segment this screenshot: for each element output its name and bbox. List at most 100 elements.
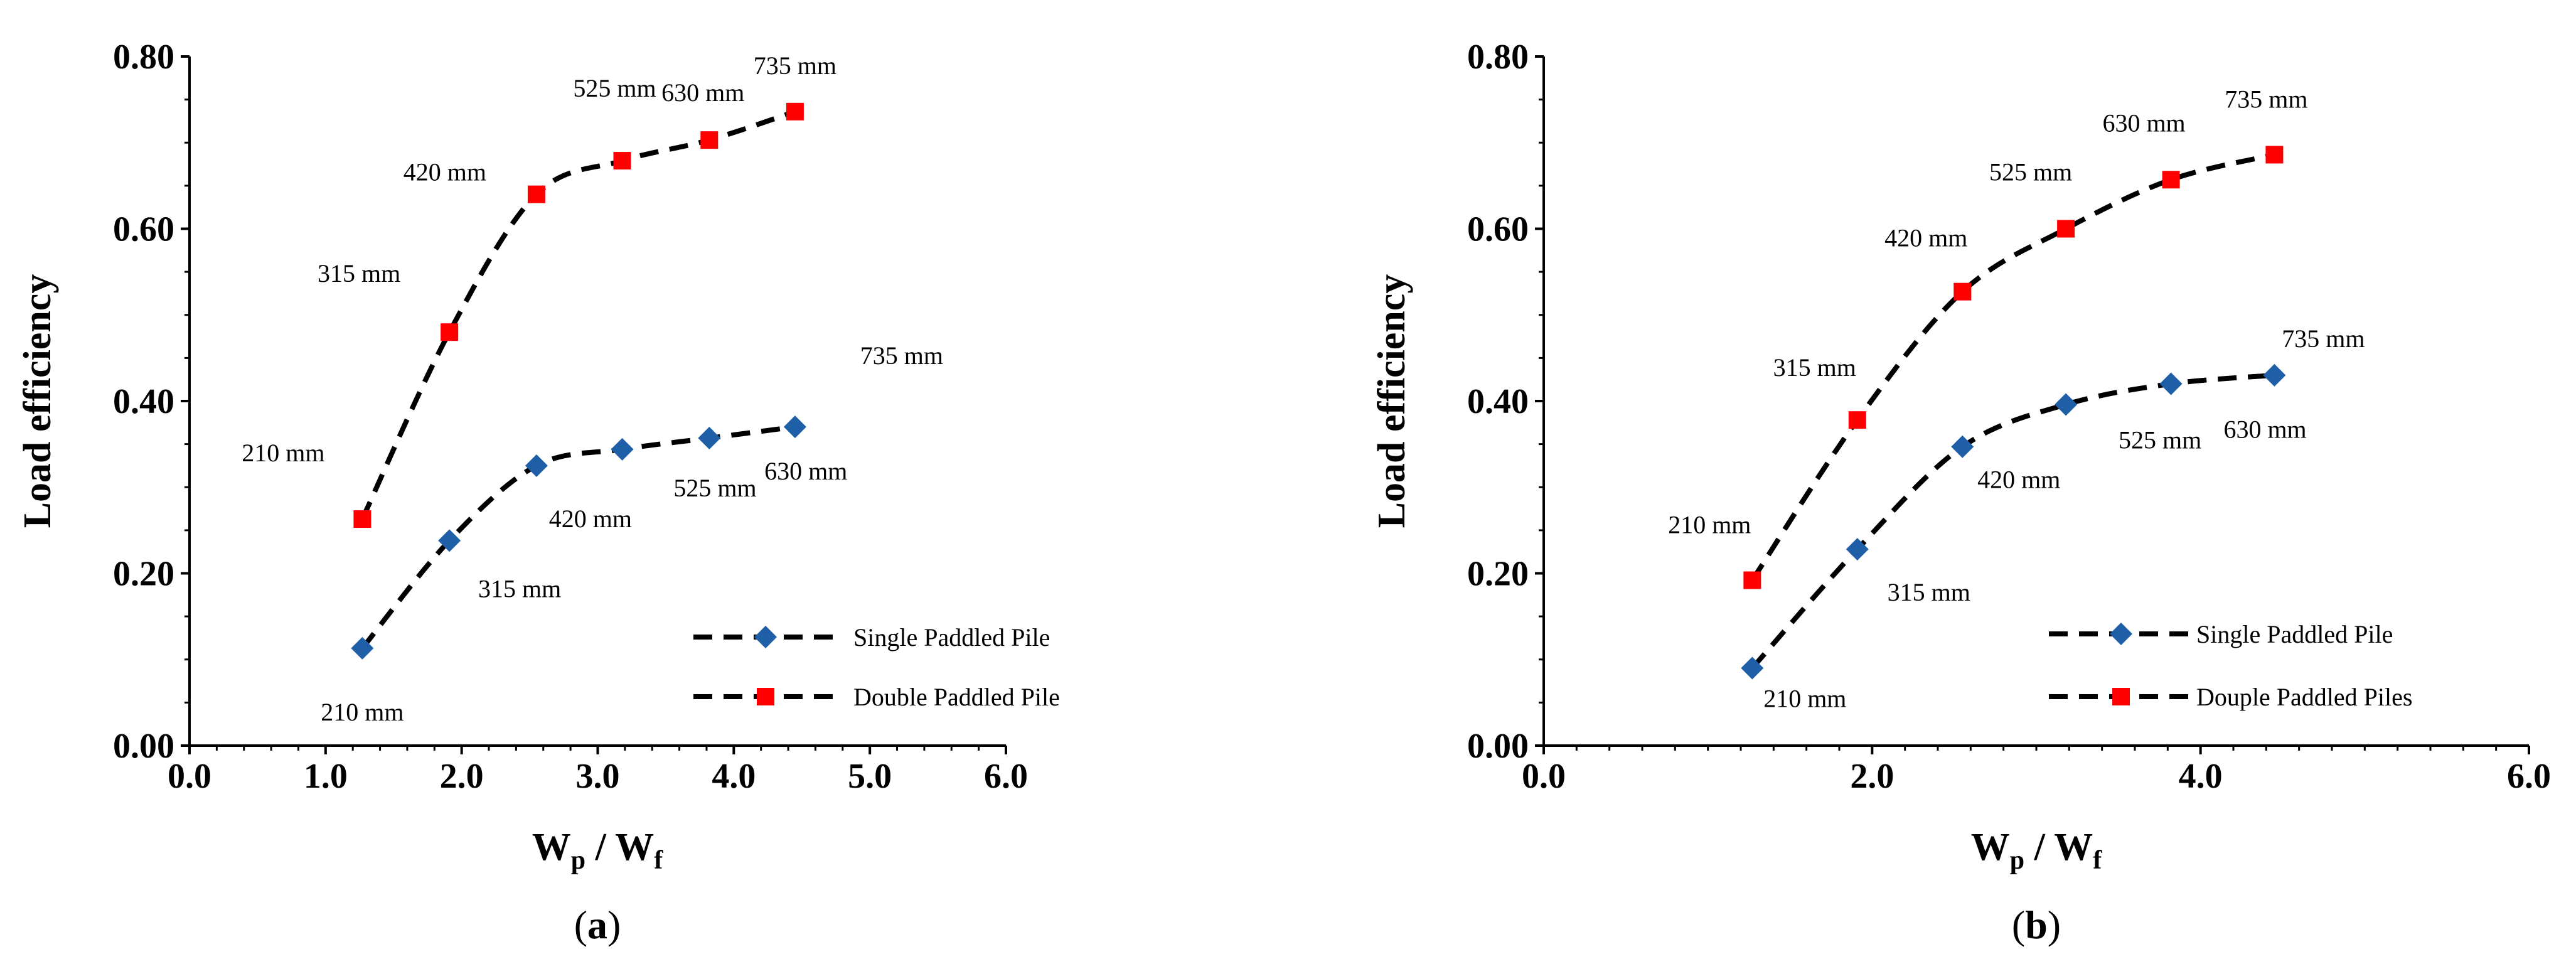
x-axis-label-w2: W bbox=[2054, 826, 2093, 869]
point-label: 210 mm bbox=[242, 439, 324, 467]
point-label: 735 mm bbox=[2225, 85, 2307, 113]
data-point bbox=[2162, 171, 2180, 189]
data-point bbox=[1846, 538, 1869, 561]
panel-label: (b) bbox=[2012, 903, 2061, 947]
chart-panel-a: 0.00 0.20 0.40 0.60 0.80 0.0 1.0 2.0 3.0 4.0 5.0 6.… bbox=[16, 38, 1060, 947]
y-axis-label: Load efficiency bbox=[16, 274, 59, 528]
y-tick-label: 0.80 bbox=[1467, 38, 1529, 77]
legend-marker bbox=[754, 626, 777, 648]
chart-panel-b: 0.00 0.20 0.40 0.60 0.80 0.0 2.0 4.0 6.0 Wp / Wf L… bbox=[1371, 38, 2551, 947]
point-label: 210 mm bbox=[321, 698, 404, 726]
y-tick-label: 0.00 bbox=[113, 727, 174, 766]
legend-label: Douple Paddled Piles bbox=[2196, 683, 2412, 711]
data-point bbox=[2263, 363, 2286, 387]
point-label: 315 mm bbox=[318, 259, 400, 287]
legend-label: Single Paddled Pile bbox=[2196, 620, 2393, 648]
x-axis-label-sub1: p bbox=[571, 846, 585, 875]
series-single: 210 mm 315 mm 420 mm 525 mm 630 mm 735 mm bbox=[1741, 324, 2365, 712]
x-axis-label-sub1: p bbox=[2010, 846, 2024, 875]
point-label: 735 mm bbox=[860, 341, 943, 370]
point-label: 630 mm bbox=[661, 78, 744, 107]
x-tick-label: 6.0 bbox=[2507, 757, 2551, 796]
legend-entry-double: Douple Paddled Piles bbox=[2049, 683, 2412, 711]
y-tick-label: 0.40 bbox=[113, 382, 174, 421]
legend-marker bbox=[2110, 623, 2132, 645]
x-tick-label: 5.0 bbox=[848, 757, 892, 796]
x-tick-label: 4.0 bbox=[2179, 757, 2223, 796]
y-tick-label: 0.40 bbox=[1467, 382, 1529, 421]
point-label: 315 mm bbox=[1773, 353, 1856, 382]
data-point bbox=[1953, 282, 1972, 301]
point-label: 630 mm bbox=[2102, 109, 2185, 137]
legend-entry-double: Double Paddled Pile bbox=[693, 683, 1060, 711]
point-label: 210 mm bbox=[1668, 510, 1751, 538]
data-point bbox=[2057, 220, 2075, 238]
point-label: 420 mm bbox=[404, 158, 486, 186]
x-axis-label-sep: / bbox=[585, 826, 615, 869]
point-label: 315 mm bbox=[1888, 578, 1970, 606]
legend-label: Single Paddled Pile bbox=[853, 623, 1050, 651]
panel-label-close: ) bbox=[2048, 903, 2061, 947]
series-double: 210 mm 315 mm 420 mm 525 mm 630 mm 735 mm bbox=[1668, 85, 2308, 589]
point-label: 525 mm bbox=[1989, 158, 2072, 186]
data-point bbox=[438, 529, 461, 552]
panel-label-open: ( bbox=[2012, 903, 2025, 947]
data-point bbox=[611, 437, 634, 461]
point-label: 630 mm bbox=[764, 457, 847, 485]
data-point bbox=[525, 454, 548, 477]
x-tick-label: 4.0 bbox=[712, 757, 756, 796]
series-single: 210 mm 315 mm 420 mm 525 mm 630 mm 735 mm bbox=[321, 341, 943, 726]
x-axis-label-sep: / bbox=[2024, 826, 2054, 869]
y-tick-label: 0.00 bbox=[1467, 727, 1529, 766]
data-point bbox=[441, 323, 459, 341]
x-tick-label: 0.0 bbox=[1522, 757, 1566, 796]
panel-label-open: ( bbox=[574, 903, 587, 947]
data-point bbox=[1741, 656, 1764, 680]
panel-label: (a) bbox=[574, 903, 621, 947]
x-axis-label-sub2: f bbox=[654, 846, 663, 875]
x-axis-label-sub2: f bbox=[2093, 846, 2102, 875]
legend-label: Double Paddled Pile bbox=[853, 683, 1060, 711]
x-tick-label: 2.0 bbox=[1850, 757, 1894, 796]
legend-entry-single: Single Paddled Pile bbox=[2049, 620, 2393, 648]
x-axis-label: Wp / Wf bbox=[532, 826, 663, 875]
x-tick-label: 2.0 bbox=[440, 757, 484, 796]
x-tick-label: 0.0 bbox=[168, 757, 211, 796]
y-tick-label: 0.20 bbox=[1467, 555, 1529, 594]
y-tick-label: 0.80 bbox=[113, 38, 174, 77]
x-axis-label-w1: W bbox=[1971, 826, 2010, 869]
data-point bbox=[613, 152, 631, 170]
point-label: 630 mm bbox=[2223, 415, 2306, 444]
x-axis-label-w1: W bbox=[532, 826, 571, 869]
series-line bbox=[360, 424, 796, 650]
y-tick-label: 0.60 bbox=[1467, 210, 1529, 249]
point-label: 525 mm bbox=[673, 474, 756, 502]
x-tick-label: 6.0 bbox=[984, 757, 1028, 796]
data-point bbox=[527, 185, 545, 203]
x-axis-label: Wp / Wf bbox=[1971, 826, 2102, 875]
panel-label-letter: a bbox=[587, 903, 607, 947]
panel-label-letter: b bbox=[2025, 903, 2048, 947]
point-label: 525 mm bbox=[2119, 426, 2201, 454]
data-point bbox=[783, 415, 806, 439]
point-label: 735 mm bbox=[754, 51, 836, 80]
y-tick-label: 0.60 bbox=[113, 210, 174, 249]
data-point bbox=[786, 102, 804, 121]
data-point bbox=[2265, 146, 2284, 164]
data-point bbox=[351, 636, 374, 660]
point-label: 420 mm bbox=[549, 505, 632, 533]
data-point bbox=[1743, 571, 1761, 589]
point-label: 735 mm bbox=[2282, 324, 2365, 353]
x-axis-label-w2: W bbox=[615, 826, 654, 869]
panel-label-close: ) bbox=[607, 903, 621, 947]
data-point bbox=[2159, 372, 2183, 395]
y-tick-label: 0.20 bbox=[113, 555, 174, 594]
data-point bbox=[700, 131, 719, 149]
data-point bbox=[1951, 435, 1974, 458]
point-label: 420 mm bbox=[1884, 224, 1967, 252]
point-label: 525 mm bbox=[573, 74, 656, 102]
data-point bbox=[698, 427, 721, 450]
point-label: 210 mm bbox=[1763, 684, 1846, 712]
